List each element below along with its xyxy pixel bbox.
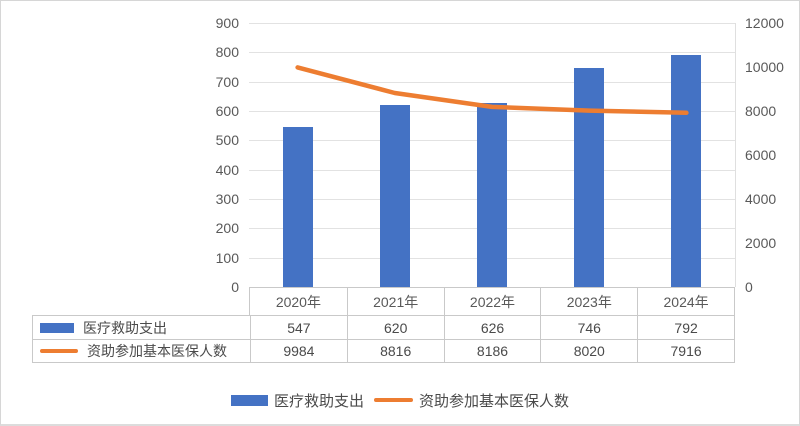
table-header-cell: 2021年	[346, 288, 444, 315]
bar-series-key-icon	[40, 322, 74, 333]
left-axis-tick-label: 900	[215, 15, 239, 31]
legend-bar-swatch-icon	[230, 394, 268, 406]
bar-2023年	[574, 68, 605, 287]
table-value-cell: 547	[250, 316, 347, 339]
table-value-cell: 626	[443, 316, 541, 339]
right-axis-tick-label: 6000	[745, 147, 777, 163]
left-axis-tick-label: 700	[215, 73, 239, 90]
chart-legend: 医疗救助支出 资助参加基本医保人数	[1, 390, 799, 410]
line-series-layer	[295, 65, 689, 116]
plot-area	[249, 23, 736, 287]
table-header-cell: 2024年	[637, 288, 734, 315]
bar-2022年	[477, 103, 507, 287]
line-series-key-icon	[40, 349, 78, 353]
legend-label: 医疗救助支出	[273, 392, 364, 410]
right-axis-tick-label: 0	[745, 279, 753, 295]
legend-line-swatch-icon	[374, 398, 413, 402]
left-axis-tick-label: 400	[215, 161, 239, 178]
right-axis-tick-label: 2000	[745, 235, 777, 251]
bar-2020年	[282, 126, 313, 287]
table-value-cell: 9984	[250, 339, 347, 362]
table-value-cell: 8186	[443, 339, 541, 362]
table-value-cell: 746	[540, 316, 637, 339]
right-axis-tick-label: 8000	[745, 103, 777, 119]
series-name: 医疗救助支出	[83, 319, 167, 336]
table-value-cell: 8020	[540, 339, 638, 362]
line-path	[295, 65, 689, 116]
bar-2021年	[379, 105, 410, 287]
legend-item: 资助参加基本医保人数	[374, 390, 569, 411]
table-value-cell: 792	[637, 316, 734, 339]
legend-label: 资助参加基本医保人数	[419, 392, 570, 410]
table-header-cell: 2022年	[443, 288, 541, 315]
right-axis-tick-label: 10000	[745, 59, 784, 75]
gridline	[249, 52, 735, 54]
data-table-body: 医疗救助支出 547 620 626 746 792 资助参加基本医保人数 9984 8816 8…	[32, 315, 735, 363]
left-axis-tick-label: 500	[215, 132, 239, 149]
table-value-cell: 8816	[346, 339, 444, 362]
left-axis-tick-label: 800	[215, 44, 239, 61]
series-name: 资助参加基本医保人数	[87, 343, 227, 359]
gridline	[249, 81, 735, 83]
table-series-label: 医疗救助支出	[33, 316, 250, 339]
secondary-axis-line	[735, 23, 736, 287]
data-table-header-row: 2020年 2021年 2022年 2023年 2024年	[249, 287, 735, 315]
table-value-cell: 620	[346, 316, 444, 339]
bar-2024年	[671, 54, 702, 287]
left-axis-tick-label: 200	[215, 220, 239, 237]
table-value-cell: 7916	[637, 339, 734, 362]
right-axis-tick-label: 12000	[745, 15, 784, 31]
gridline	[249, 23, 735, 24]
right-axis-tick-label: 4000	[745, 191, 777, 207]
table-header-cell: 2023年	[540, 288, 637, 315]
left-axis-tick-label: 300	[215, 191, 239, 207]
legend-item: 医疗救助支出	[230, 390, 364, 411]
left-axis-tick-label: 0	[231, 279, 239, 295]
left-axis-tick-label: 100	[215, 249, 239, 266]
table-header-cell: 2020年	[275, 293, 321, 310]
table-series-label: 资助参加基本医保人数	[33, 339, 250, 362]
left-axis-tick-label: 600	[215, 103, 239, 119]
